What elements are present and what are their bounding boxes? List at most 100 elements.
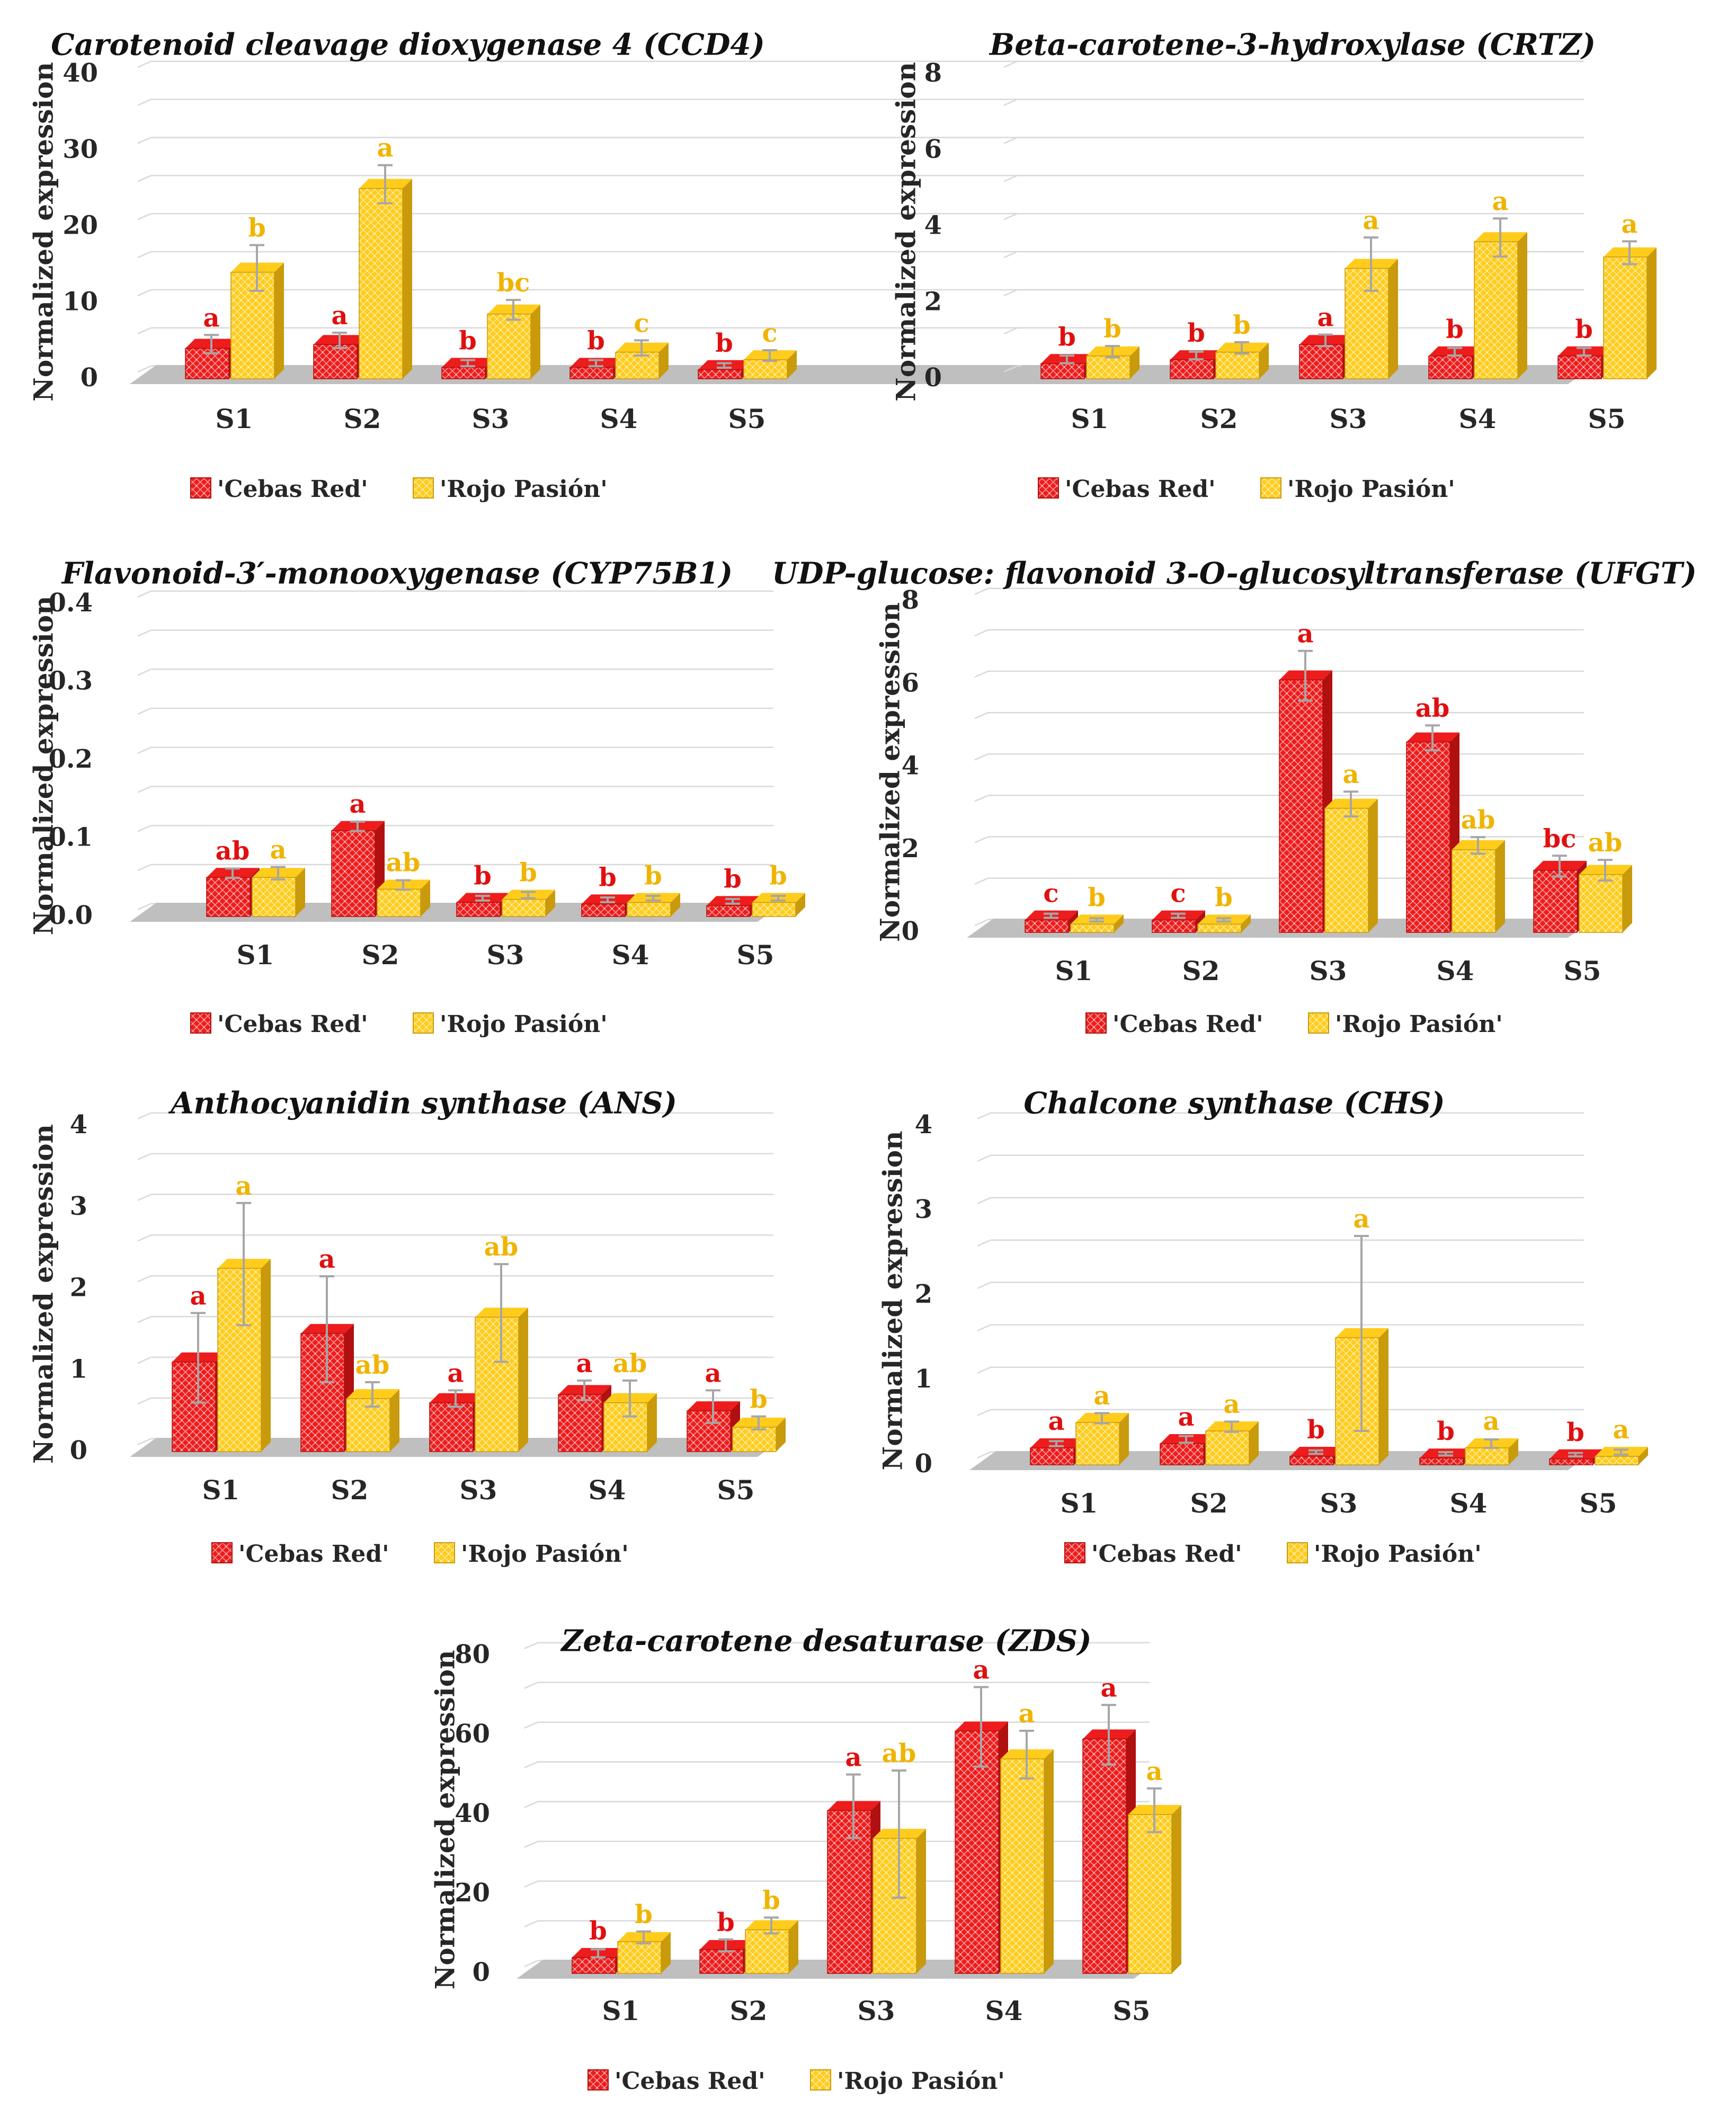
legend-label-rojo-pasion: 'Rojo Pasión' [1335,1011,1503,1038]
legend-swatch-rojo-pasion [434,1542,455,1563]
gridline-side [137,1275,152,1283]
bar-cebas-red-s3: b [441,326,495,379]
bar-cebas-red-s4: a [558,1349,611,1452]
bar-front [487,314,531,379]
bar-front [1474,241,1518,379]
bar-side [390,1389,399,1452]
bar-cebas-red-s1: a [172,1281,225,1452]
bar-cebas-red-s1: b [572,1916,625,1974]
legend-label-rojo-pasion: 'Rojo Pasión' [1287,476,1455,503]
bar-side [787,350,797,379]
x-tick-label: S4 [1437,955,1474,986]
gridline-side [524,1801,538,1808]
gridline-side [974,795,989,802]
significance-letter: b [635,1900,653,1929]
bar-front [706,905,751,917]
gridline-side [524,1840,538,1848]
significance-letter: b [1437,1417,1455,1446]
significance-letter: b [519,858,537,888]
bar-rojo-pasion-s3: b [502,858,555,917]
bar-front [1170,359,1214,379]
bar-side [1249,1421,1259,1465]
legend-swatch-cebas-red [1038,477,1059,499]
bar-side [671,893,680,917]
significance-letter: b [717,1908,735,1937]
bar-side [531,304,540,379]
significance-letter: ab [882,1739,916,1768]
significance-letter: b [762,1886,780,1916]
significance-letter: a [1178,1402,1194,1432]
legend-swatch-cebas-red [1064,1542,1085,1563]
bar-front [502,899,546,917]
gridline-side [137,746,152,754]
bar-rojo-pasion-s3: a [1335,1204,1388,1465]
y-tick-label: 0 [915,1449,932,1479]
gridline-side [137,1234,152,1242]
bar-side [1388,259,1398,379]
bar-front [1335,1337,1379,1465]
bar-cebas-red-s4: a [955,1656,1008,1974]
gridline-side [524,1721,538,1729]
bar-front [1299,344,1343,379]
bar-front [252,877,296,917]
bar-front [1279,679,1323,933]
significance-letter: a [331,301,348,331]
bar-cebas-red-s5: b [698,328,751,379]
gridline-side [137,1194,152,1201]
bar-front [1000,1758,1045,1974]
bar-rojo-pasion-s4: c [615,308,669,379]
bar-front [1205,1430,1250,1465]
significance-letter: b [587,326,605,355]
gridline-side [137,1438,152,1445]
gridline-side [1003,365,1018,372]
x-tick-label: S3 [1330,403,1367,434]
y-tick-label: 20 [455,1878,490,1908]
bar-front [699,1949,744,1974]
bar-cebas-red-s2: c [1152,879,1205,933]
bar-cebas-red-s1: b [1040,322,1094,379]
gridline-side [1003,289,1018,297]
gridline-side [137,251,152,259]
bar-side [659,342,669,379]
significance-letter: bc [497,268,530,298]
bar-rojo-pasion-s5: a [1595,1415,1648,1465]
x-tick-label: S5 [728,403,766,434]
gridline-side [524,1761,538,1768]
bar-front [359,188,403,379]
y-tick-label: 0 [70,1436,87,1465]
bar-cebas-red-s2: a [313,301,367,379]
legend-swatch-cebas-red [211,1542,233,1563]
bar-front [752,902,796,917]
bar-cebas-red-s5: b [1549,1418,1603,1465]
bar-cebas-red-s3: a [827,1743,880,1974]
bar-front [1152,919,1196,933]
x-tick-label: S4 [1459,403,1497,434]
y-tick-label: 2 [924,287,942,316]
bar-front [1040,363,1085,379]
chart-title: UDP-glucose: flavonoid 3-O-glucosyltrans… [772,556,1697,591]
significance-letter: a [1363,206,1379,235]
gridlines [137,590,773,910]
bar-rojo-pasion-s4: a [1000,1699,1054,1974]
gridline-side [137,707,152,715]
bar-cebas-red-s2: b [699,1908,753,1974]
gridline-side [977,1324,991,1331]
x-tick-label: S2 [1200,403,1238,434]
legend-swatch-rojo-pasion [413,477,434,499]
bar-cebas-red-s5: a [687,1358,740,1452]
y-tick-label: 6 [924,135,942,164]
bar-front [745,1929,789,1974]
bar-front [1160,1443,1204,1465]
bar-front [441,367,486,379]
bar-side [776,1417,786,1452]
gridline-side [137,1316,152,1323]
gridline-side [977,1282,991,1289]
legend-label-rojo-pasion: 'Rojo Pasión' [837,2068,1005,2095]
bar-cebas-red-s5: b [1557,315,1611,379]
significance-letter: ab [1461,805,1495,835]
gridline-side [977,1112,991,1119]
bar-cebas-red-s4: b [1419,1417,1473,1465]
significance-letter: a [705,1358,721,1388]
legend-swatch-rojo-pasion [810,2069,831,2091]
